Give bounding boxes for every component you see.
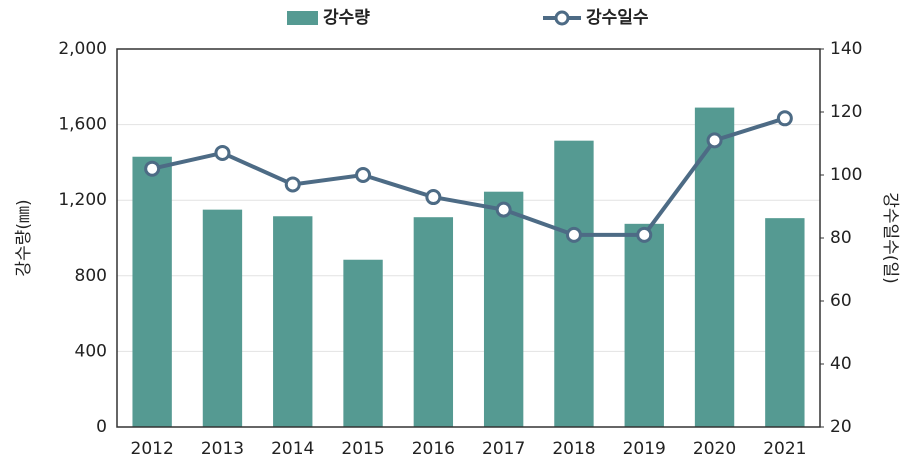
line-marker: [636, 226, 653, 243]
bar: [413, 217, 454, 427]
legend-swatch-marker: [554, 10, 570, 26]
line-marker: [355, 167, 372, 183]
y-tick-label: 400: [75, 341, 107, 361]
y2-tick-label: 120: [830, 102, 862, 122]
bar: [132, 156, 172, 428]
x-tick-label: 2013: [201, 439, 244, 459]
x-tick-label: 2014: [271, 439, 314, 459]
y2-tick-label: 20: [830, 417, 852, 437]
x-tick-label: 2018: [552, 439, 595, 459]
x-tick-label: 2020: [693, 439, 736, 459]
line: [151, 116, 786, 237]
y-tick-label: 0: [96, 417, 107, 437]
y2-tick-label: 100: [830, 165, 862, 185]
y-axis-label: 강수량(㎜): [14, 199, 34, 276]
line-marker: [425, 189, 442, 206]
x-tick-label: 2015: [341, 439, 384, 459]
bar: [202, 209, 243, 427]
bar: [554, 140, 594, 428]
x-tick-label: 2016: [412, 439, 455, 459]
line-marker: [144, 160, 161, 177]
bar: [483, 191, 524, 427]
y-tick-label: 800: [75, 266, 107, 286]
y2-tick-label: 140: [830, 39, 862, 59]
x-tick-label: 2017: [482, 439, 525, 459]
line-marker: [776, 110, 793, 127]
x-tick-label: 2019: [623, 439, 666, 459]
legend-label: 강수일수: [586, 8, 649, 28]
plot-frame: [116, 48, 821, 428]
x-tick-label: 2012: [131, 439, 174, 459]
bar: [624, 223, 664, 427]
legend-label: 강수량: [323, 8, 370, 28]
y-tick-label: 1,600: [58, 115, 107, 135]
bar: [273, 216, 313, 427]
line-marker: [284, 176, 301, 193]
y2-tick-label: 80: [830, 228, 852, 248]
x-tick-label: 2021: [763, 439, 806, 459]
y2-axis-label: 강수일수(일): [880, 192, 900, 283]
bar: [343, 259, 383, 427]
y2-tick-label: 60: [830, 291, 852, 311]
line-marker: [214, 144, 231, 161]
line-marker: [495, 201, 512, 218]
bar: [765, 218, 805, 427]
line-marker: [706, 132, 723, 149]
legend-swatch: [287, 11, 318, 25]
y-tick-label: 2,000: [58, 39, 107, 59]
line-marker: [565, 226, 582, 243]
bar: [694, 107, 735, 427]
y2-tick-label: 40: [830, 354, 852, 374]
y-tick-label: 1,200: [58, 190, 107, 210]
